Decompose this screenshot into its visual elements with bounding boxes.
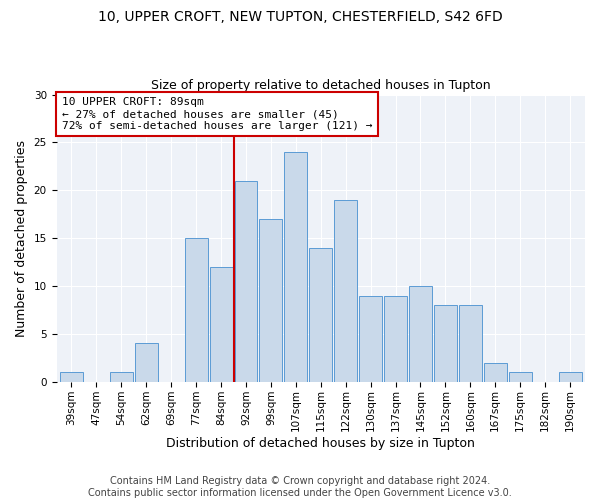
Bar	[509, 372, 532, 382]
Bar	[459, 305, 482, 382]
Text: Contains HM Land Registry data © Crown copyright and database right 2024.
Contai: Contains HM Land Registry data © Crown c…	[88, 476, 512, 498]
Bar	[110, 372, 133, 382]
Text: 10, UPPER CROFT, NEW TUPTON, CHESTERFIELD, S42 6FD: 10, UPPER CROFT, NEW TUPTON, CHESTERFIEL…	[98, 10, 502, 24]
Bar	[334, 200, 357, 382]
Bar	[259, 219, 283, 382]
Bar	[209, 267, 233, 382]
Bar	[60, 372, 83, 382]
Bar	[235, 180, 257, 382]
Text: 10 UPPER CROFT: 89sqm
← 27% of detached houses are smaller (45)
72% of semi-deta: 10 UPPER CROFT: 89sqm ← 27% of detached …	[62, 98, 373, 130]
Bar	[309, 248, 332, 382]
Bar	[284, 152, 307, 382]
Title: Size of property relative to detached houses in Tupton: Size of property relative to detached ho…	[151, 79, 491, 92]
Bar	[135, 344, 158, 382]
Bar	[384, 296, 407, 382]
Bar	[359, 296, 382, 382]
Bar	[185, 238, 208, 382]
X-axis label: Distribution of detached houses by size in Tupton: Distribution of detached houses by size …	[166, 437, 475, 450]
Y-axis label: Number of detached properties: Number of detached properties	[15, 140, 28, 336]
Bar	[409, 286, 432, 382]
Bar	[559, 372, 581, 382]
Bar	[434, 305, 457, 382]
Bar	[484, 362, 507, 382]
